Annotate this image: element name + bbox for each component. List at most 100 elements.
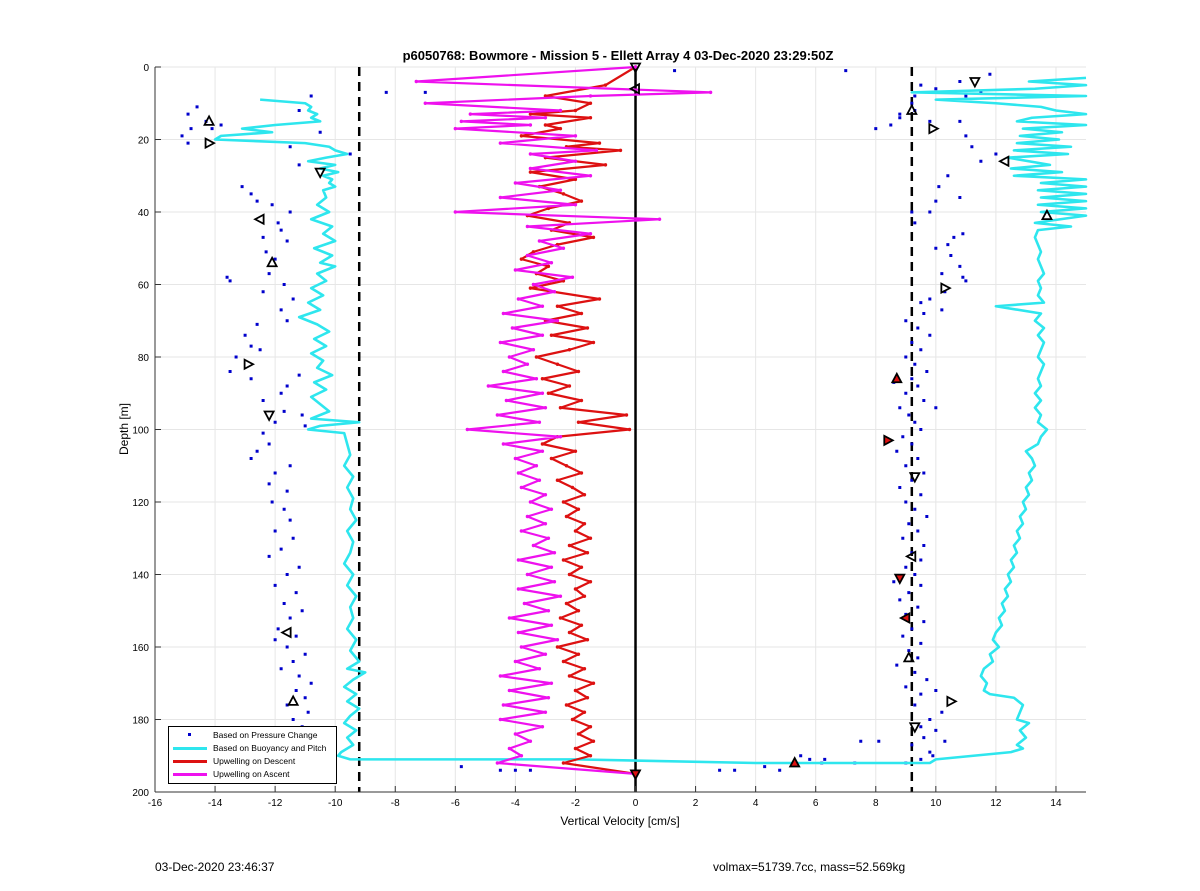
series-marker (570, 717, 575, 722)
series-marker (579, 199, 584, 203)
series-marker (561, 500, 566, 504)
triangle-marker (266, 255, 279, 268)
legend-label: Based on Pressure Change (213, 730, 318, 740)
data-point (276, 221, 280, 225)
data-point (961, 232, 965, 236)
triangle-marker (997, 155, 1010, 168)
triangle-marker (908, 472, 921, 484)
data-point (904, 391, 908, 395)
data-point (273, 529, 277, 533)
data-point (318, 130, 322, 134)
series-marker (468, 112, 473, 116)
series-marker (582, 493, 587, 497)
series-marker (543, 406, 548, 410)
data-point (282, 602, 286, 605)
y-tick-label: 140 (132, 571, 149, 582)
series-marker (708, 90, 713, 95)
series-marker (525, 362, 530, 366)
series-marker (597, 141, 602, 145)
series-marker (558, 188, 563, 192)
data-point (919, 583, 923, 587)
series-marker (543, 710, 548, 714)
data-point (273, 638, 277, 642)
data-point (258, 348, 262, 352)
series-marker (588, 754, 593, 758)
triangle-marker (788, 756, 801, 768)
data-point (913, 420, 917, 424)
series-marker (564, 514, 569, 519)
data-point (288, 616, 292, 620)
series-marker (585, 551, 590, 555)
series-marker (531, 543, 536, 548)
data-point (267, 442, 271, 446)
data-point (919, 757, 923, 761)
series-marker (543, 116, 548, 120)
data-point (297, 674, 301, 678)
series-marker (543, 123, 548, 127)
data-point (279, 667, 283, 671)
data-point (928, 718, 932, 721)
series-marker (519, 134, 524, 138)
data-point (180, 134, 184, 138)
data-point (763, 765, 767, 769)
triangle-marker (968, 77, 981, 89)
data-point (919, 558, 923, 562)
triangle-marker (203, 114, 216, 126)
series-marker (555, 304, 560, 308)
triangle-marker (204, 137, 216, 150)
series-marker (525, 572, 530, 577)
legend-symbol-points (173, 729, 207, 741)
y-tick-label: 0 (143, 63, 149, 74)
series-marker (513, 659, 518, 664)
triangle-marker (902, 650, 915, 663)
series-marker (588, 94, 593, 98)
data-point (940, 308, 944, 312)
data-point (189, 127, 193, 131)
data-point (928, 297, 932, 301)
series-marker (573, 449, 578, 453)
series-marker (582, 710, 587, 714)
data-point (907, 591, 911, 595)
series-marker (540, 391, 545, 395)
series-marker (579, 565, 584, 569)
data-point (928, 210, 932, 214)
data-point (934, 689, 938, 692)
series-marker (498, 141, 503, 145)
series-marker (555, 645, 560, 649)
data-point (276, 627, 280, 631)
series-marker (537, 478, 542, 482)
data-point (919, 641, 923, 645)
data-point (943, 739, 947, 743)
series-marker (537, 239, 542, 243)
data-point (949, 254, 953, 257)
series-marker (594, 148, 599, 153)
data-point (925, 515, 929, 518)
data-point (895, 449, 899, 453)
series-marker (567, 674, 572, 678)
data-point (808, 757, 812, 761)
series-marker (579, 623, 584, 627)
data-point (934, 199, 938, 203)
series-marker (588, 536, 593, 540)
data-point (916, 457, 920, 460)
series-marker (516, 297, 521, 301)
series-marker (453, 210, 458, 214)
series-marker (546, 264, 551, 269)
series-marker (603, 163, 608, 167)
series-marker (534, 355, 539, 359)
data-point (294, 689, 298, 692)
series-marker (513, 456, 518, 461)
data-point (279, 391, 283, 395)
data-point (898, 598, 902, 602)
data-point (249, 457, 253, 460)
x-tick-label: -10 (328, 798, 343, 809)
series-marker (501, 442, 506, 446)
series-marker (588, 101, 593, 105)
y-axis-label: Depth [m] (117, 403, 131, 455)
data-point (270, 203, 274, 207)
series-marker (459, 119, 464, 124)
series-marker (501, 311, 506, 316)
grid-lines (154, 66, 1086, 793)
data-point (922, 544, 926, 547)
data-point (285, 239, 289, 243)
